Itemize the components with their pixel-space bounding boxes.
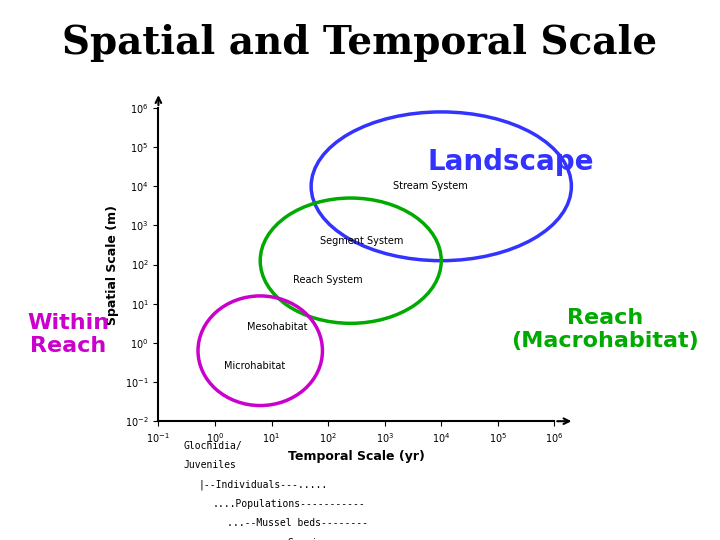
Y-axis label: Spatial Scale (m): Spatial Scale (m) xyxy=(107,205,120,325)
Text: Within
Reach: Within Reach xyxy=(27,313,109,356)
Text: ....Populations-----------: ....Populations----------- xyxy=(212,499,365,509)
Text: ....----Species--------: ....----Species-------- xyxy=(241,538,377,540)
Text: Stream System: Stream System xyxy=(392,181,467,191)
Text: Juveniles: Juveniles xyxy=(184,460,236,470)
Text: Reach System: Reach System xyxy=(293,275,363,285)
Text: Mesohabitat: Mesohabitat xyxy=(247,322,307,332)
Text: Spatial and Temporal Scale: Spatial and Temporal Scale xyxy=(63,24,657,62)
Text: Reach
(Macrohabitat): Reach (Macrohabitat) xyxy=(511,308,698,351)
Text: |--Individuals---.....: |--Individuals---..... xyxy=(198,479,328,490)
X-axis label: Temporal Scale (yr): Temporal Scale (yr) xyxy=(288,450,425,463)
Text: Microhabitat: Microhabitat xyxy=(224,361,285,372)
Text: Landscape: Landscape xyxy=(428,148,595,176)
Text: Segment System: Segment System xyxy=(320,236,404,246)
Text: ...--Mussel beds--------: ...--Mussel beds-------- xyxy=(227,518,368,528)
Text: Glochidia/: Glochidia/ xyxy=(184,441,243,450)
